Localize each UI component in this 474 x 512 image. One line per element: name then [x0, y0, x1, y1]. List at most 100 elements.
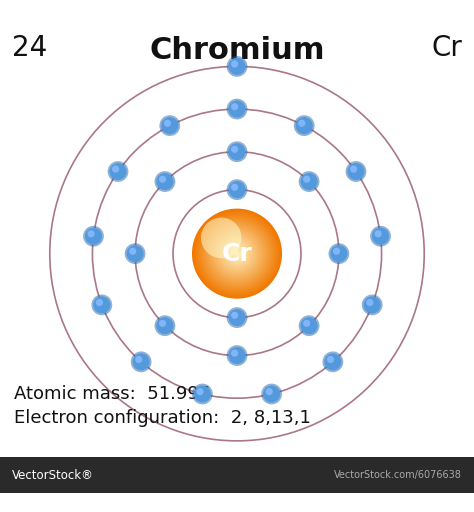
- Circle shape: [370, 226, 391, 247]
- Circle shape: [200, 216, 274, 291]
- Circle shape: [228, 181, 246, 198]
- Circle shape: [91, 294, 112, 315]
- Circle shape: [347, 163, 365, 180]
- FancyBboxPatch shape: [0, 457, 474, 493]
- Circle shape: [85, 228, 102, 245]
- Circle shape: [129, 248, 137, 255]
- Circle shape: [155, 171, 175, 192]
- Circle shape: [227, 99, 247, 119]
- Circle shape: [231, 60, 238, 68]
- Circle shape: [231, 312, 238, 319]
- Circle shape: [214, 231, 259, 276]
- Circle shape: [324, 353, 341, 370]
- Circle shape: [228, 100, 246, 118]
- Circle shape: [228, 309, 246, 326]
- Circle shape: [227, 307, 247, 328]
- Circle shape: [202, 219, 272, 288]
- Circle shape: [159, 115, 180, 136]
- Circle shape: [195, 211, 279, 295]
- Text: Atomic mass:  51.996: Atomic mass: 51.996: [14, 385, 210, 403]
- Circle shape: [366, 299, 374, 306]
- Circle shape: [108, 161, 128, 182]
- Circle shape: [159, 319, 166, 327]
- Text: Chromium: Chromium: [149, 36, 325, 65]
- Circle shape: [192, 208, 282, 298]
- Text: VectorStock.com/6076638: VectorStock.com/6076638: [334, 470, 462, 480]
- Circle shape: [201, 218, 241, 258]
- Circle shape: [364, 296, 381, 313]
- Text: 24: 24: [12, 34, 47, 62]
- Circle shape: [156, 317, 173, 334]
- Circle shape: [231, 146, 238, 153]
- Circle shape: [296, 117, 313, 134]
- Circle shape: [227, 243, 247, 264]
- Circle shape: [228, 347, 246, 364]
- Circle shape: [155, 315, 175, 336]
- Circle shape: [96, 299, 103, 306]
- Circle shape: [231, 184, 238, 191]
- Circle shape: [127, 245, 144, 262]
- Circle shape: [231, 350, 238, 357]
- Circle shape: [109, 163, 127, 180]
- Circle shape: [232, 249, 241, 258]
- Circle shape: [328, 243, 349, 264]
- Circle shape: [210, 227, 264, 281]
- Circle shape: [374, 230, 382, 238]
- Circle shape: [229, 246, 245, 261]
- Circle shape: [372, 228, 389, 245]
- Circle shape: [234, 251, 240, 257]
- Circle shape: [346, 161, 366, 182]
- Circle shape: [350, 165, 357, 173]
- Circle shape: [222, 239, 252, 269]
- Circle shape: [220, 237, 254, 270]
- Text: Cr: Cr: [222, 242, 252, 266]
- Circle shape: [204, 221, 270, 287]
- Circle shape: [131, 351, 152, 372]
- Circle shape: [218, 234, 256, 273]
- Circle shape: [236, 252, 238, 255]
- Circle shape: [213, 229, 261, 278]
- Circle shape: [227, 179, 247, 200]
- Circle shape: [196, 388, 204, 395]
- Circle shape: [301, 173, 318, 190]
- Circle shape: [194, 386, 211, 402]
- Circle shape: [219, 236, 255, 272]
- Circle shape: [211, 228, 263, 279]
- Text: VectorStock®: VectorStock®: [12, 468, 94, 482]
- Circle shape: [298, 120, 305, 127]
- Circle shape: [201, 218, 273, 290]
- Circle shape: [330, 245, 347, 262]
- Circle shape: [322, 351, 343, 372]
- Circle shape: [133, 353, 150, 370]
- Circle shape: [198, 215, 276, 293]
- Circle shape: [227, 56, 247, 77]
- Circle shape: [216, 232, 258, 274]
- Circle shape: [93, 296, 110, 313]
- Circle shape: [333, 248, 340, 255]
- Circle shape: [227, 141, 247, 162]
- Circle shape: [112, 165, 119, 173]
- Circle shape: [228, 245, 246, 263]
- Circle shape: [301, 317, 318, 334]
- Circle shape: [303, 176, 310, 183]
- Circle shape: [192, 383, 213, 404]
- Circle shape: [228, 143, 246, 160]
- Circle shape: [362, 294, 383, 315]
- Text: Electron configuration:  2, 8,13,1: Electron configuration: 2, 8,13,1: [14, 409, 311, 426]
- Circle shape: [227, 345, 247, 366]
- Circle shape: [263, 386, 280, 402]
- Circle shape: [299, 315, 319, 336]
- Circle shape: [231, 248, 243, 260]
- Circle shape: [207, 224, 267, 284]
- Circle shape: [83, 226, 104, 247]
- Circle shape: [299, 171, 319, 192]
- Circle shape: [164, 120, 171, 127]
- Circle shape: [156, 173, 173, 190]
- Circle shape: [206, 222, 268, 285]
- Circle shape: [224, 240, 250, 267]
- Circle shape: [88, 230, 95, 238]
- Circle shape: [209, 225, 265, 282]
- Circle shape: [196, 213, 277, 294]
- Circle shape: [327, 356, 334, 363]
- Circle shape: [193, 210, 281, 297]
